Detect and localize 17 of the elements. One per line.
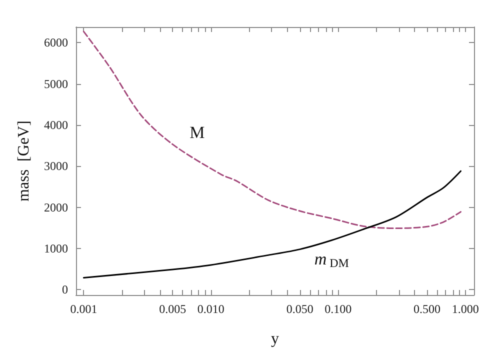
x-tick-label: 0.500 (414, 302, 441, 316)
y-tick-label: 0 (62, 282, 68, 297)
x-tick-label: 1.000 (452, 302, 479, 316)
y-tick-label: 2000 (44, 200, 68, 214)
x-axis-title: y (271, 330, 279, 348)
y-tick-label: 5000 (44, 76, 68, 91)
x-tick-label: 0.100 (324, 302, 352, 316)
x-tick-label: 0.050 (286, 302, 314, 316)
y-tick-label: 3000 (44, 159, 68, 174)
y-axis-title: mass [GeV] (16, 120, 32, 202)
x-tick-label: 0.005 (159, 302, 186, 316)
y-tick-label: 6000 (44, 36, 68, 50)
x-tick-label: 0.001 (70, 302, 98, 316)
y-tick-label: 4000 (44, 118, 68, 132)
series-label: M (190, 122, 205, 142)
x-tick-label: 0.010 (197, 302, 224, 316)
y-tick-label: 1000 (44, 241, 68, 256)
